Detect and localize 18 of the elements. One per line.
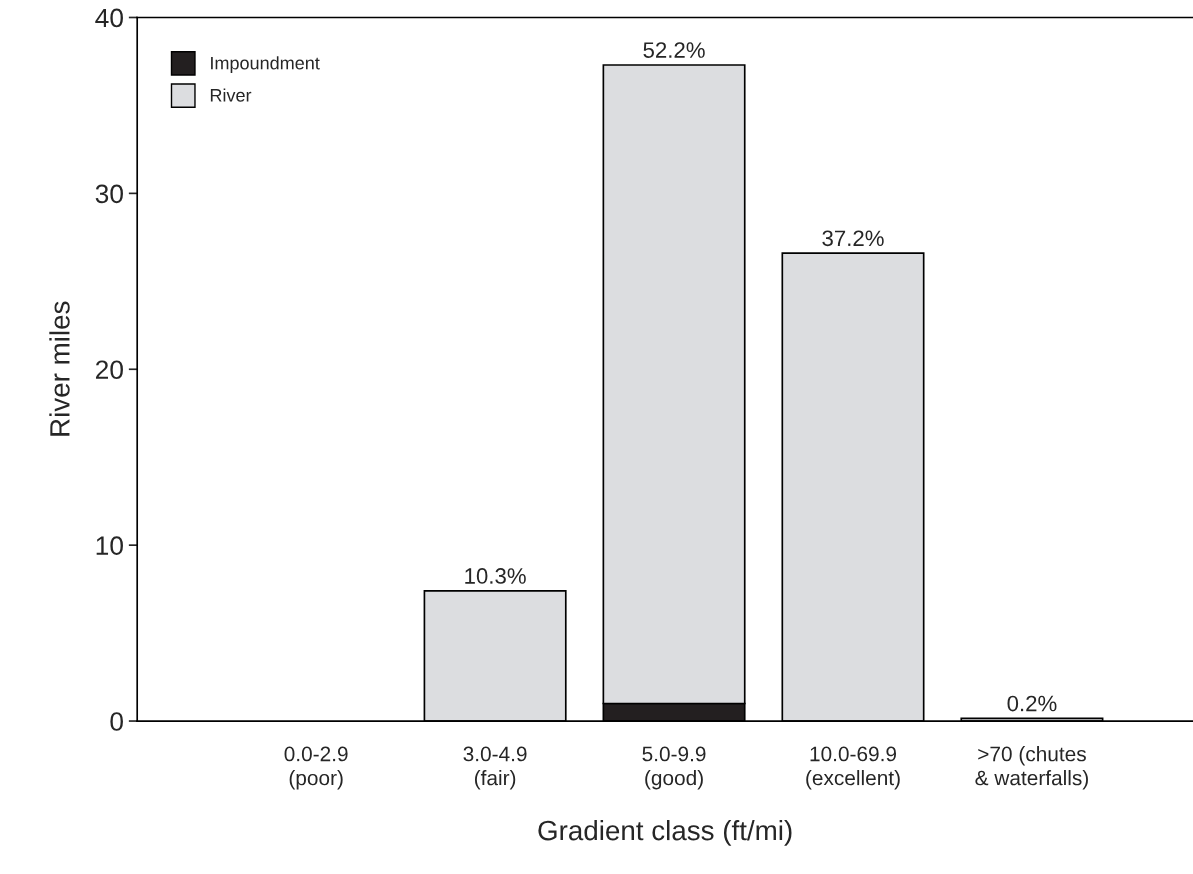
x-tick-label: 10.0-69.9 (excellent) xyxy=(806,746,900,790)
y-tick-label: 40 xyxy=(95,8,123,28)
y-tick-label: 30 xyxy=(95,184,123,204)
x-tick-label: >70 (chutes & waterfalls) xyxy=(975,746,1088,790)
y-tick-label: 0 xyxy=(110,712,123,731)
annotation: 0.2% xyxy=(1007,695,1057,712)
x-tick-label: 0.0-2.9 (poor) xyxy=(284,746,348,790)
y-tick-label: 10 xyxy=(96,536,123,555)
x-axis-title: Gradient class (ft/mi) xyxy=(538,819,792,846)
legend-label: Impoundment xyxy=(211,56,320,74)
y-tick-label: 20 xyxy=(95,360,123,380)
x-tick-label: 3.0-4.9 (fair) xyxy=(463,746,527,790)
annotation: 37.2% xyxy=(822,230,884,247)
x-tick-label: 5.0-9.9 (good) xyxy=(642,746,706,790)
y-axis-title: River miles xyxy=(49,301,70,436)
annotation: 10.3% xyxy=(465,568,526,584)
annotation: 52.2% xyxy=(643,42,705,58)
legend-label: River xyxy=(210,88,252,102)
